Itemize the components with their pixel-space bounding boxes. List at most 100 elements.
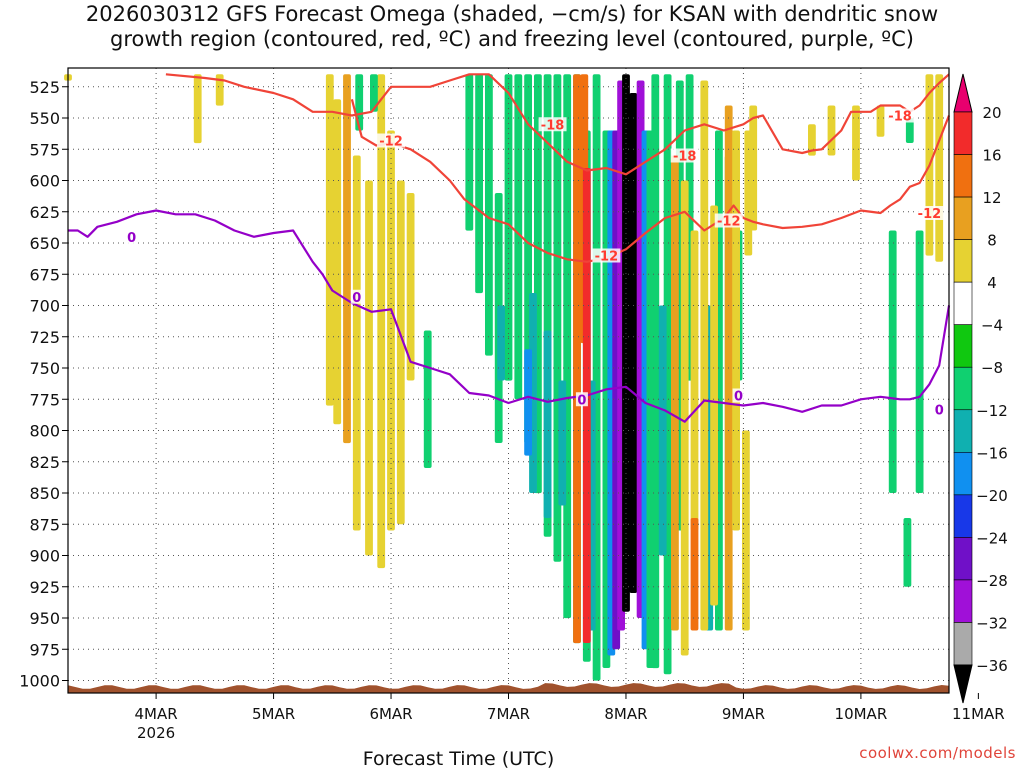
colorbar-swatch-2 [953, 154, 973, 198]
x-tick-label-6: 10MAR [835, 705, 888, 723]
y-tick-label-850: 850 [29, 484, 60, 503]
contour-label-9: 0 [577, 393, 586, 408]
omega-shade-48 [573, 74, 581, 644]
colorbar-label-13: −36 [976, 657, 1008, 675]
contour-label-3: -18 [888, 110, 912, 125]
y-tick-label-950: 950 [29, 609, 60, 628]
omega-shade-25 [563, 74, 572, 619]
omega-shade-73 [852, 105, 860, 181]
terrain-profile [68, 683, 949, 693]
colorbar-label-7: −12 [976, 402, 1008, 420]
omega-shade-15 [465, 74, 474, 231]
contour-label-1: -12 [379, 135, 403, 150]
x-tick-sublabel-0: 2026 [137, 724, 175, 742]
y-tick-label-625: 625 [29, 203, 60, 222]
contour-label-bg-3 [886, 108, 915, 123]
colorbar-swatch-7 [953, 366, 973, 411]
omega-shade-37 [903, 518, 912, 587]
y-tick-label-800: 800 [29, 422, 60, 441]
contour-label-bg-6 [592, 248, 621, 263]
y-tick-label-725: 725 [29, 328, 60, 347]
contour-label-4: -12 [717, 215, 741, 230]
freezing-level-contour [68, 209, 951, 423]
contour-label-10: 0 [734, 390, 743, 405]
contour-label-2: -18 [673, 150, 697, 165]
contour-label-11: 0 [935, 403, 944, 418]
x-tick-label-7: 11MAR [952, 705, 1005, 723]
y-tick-label-650: 650 [29, 234, 60, 253]
colorbar-label-4: 4 [987, 274, 997, 292]
contour-label-bg-0 [538, 117, 567, 132]
y-tick-label-775: 775 [29, 390, 60, 409]
omega-shade-3 [325, 74, 334, 406]
contour-label-bg-2 [670, 148, 699, 163]
colorbar-swatch-6 [953, 324, 973, 368]
y-tick-label-575: 575 [29, 140, 60, 159]
omega-shade-72 [827, 105, 836, 156]
x-tick-label-0: 4MAR [135, 705, 178, 723]
colorbar-label-2: 12 [982, 189, 1001, 207]
colorbar-bottom-arrow [953, 664, 973, 704]
omega-shade-36 [888, 230, 897, 493]
contour-layer: -18 -12 -18 -18 -12 -12 -12 0 0 0 0 0 [68, 73, 951, 423]
dgz-minus12-contour [350, 99, 951, 263]
credit-link[interactable]: coolwx.com/models [859, 744, 1016, 762]
omega-shade-13 [370, 74, 378, 112]
omega-shade-65 [710, 205, 718, 606]
colorbar-swatch-11 [953, 537, 973, 581]
contour-label-bg-1 [377, 133, 406, 148]
y-tick-label-750: 750 [29, 359, 60, 378]
colorbar-top-arrow [953, 73, 973, 113]
colorbar-swatch-12 [953, 579, 973, 623]
omega-shade-14 [423, 330, 432, 468]
omega-shade-10 [396, 180, 405, 525]
contour-label-5: -12 [918, 207, 942, 222]
omega-shade-70 [749, 105, 758, 231]
colorbar-swatch-3 [953, 196, 973, 240]
omega-shade-2 [215, 74, 224, 106]
y-tick-label-550: 550 [29, 109, 60, 128]
y-tick-label-675: 675 [29, 265, 60, 284]
omega-shade-56 [629, 93, 638, 593]
colorbar-label-6: −8 [981, 359, 1003, 377]
omega-shade-68 [742, 430, 750, 631]
omega-shade-47 [524, 349, 532, 456]
omega-shade-6 [352, 155, 361, 531]
omega-shade-71 [808, 124, 816, 156]
omega-shade-45 [658, 305, 667, 556]
contour-label-0: -18 [541, 118, 565, 133]
omega-shade-60 [671, 155, 679, 631]
omega-shade-16 [475, 74, 483, 294]
omega-shade-38 [905, 118, 914, 143]
omega-shade-1 [193, 74, 202, 144]
omega-shade-61 [680, 180, 689, 656]
y-tick-label-900: 900 [29, 547, 60, 566]
colorbar-label-10: −24 [976, 529, 1008, 547]
colorbar-label-8: −16 [976, 444, 1008, 462]
colorbar-swatch-5 [953, 281, 973, 325]
omega-shade-11 [406, 193, 415, 381]
omega-shade-59 [646, 130, 655, 668]
colorbar-swatch-8 [953, 409, 973, 453]
colorbar-label-9: −20 [976, 487, 1008, 505]
contour-label-bg-4 [714, 213, 743, 228]
omega-shade-9 [387, 130, 395, 531]
omega-shade-42 [543, 330, 552, 518]
contour-label-bg-8 [350, 289, 363, 304]
colorbar-label-0: 20 [982, 104, 1001, 122]
colorbar-label-1: 16 [982, 147, 1001, 165]
contour-label-6: -12 [595, 250, 619, 265]
omega-shade-39 [915, 230, 924, 493]
y-tick-label-925: 925 [29, 578, 60, 597]
y-tick-label-600: 600 [29, 172, 60, 191]
y-tick-label-825: 825 [29, 453, 60, 472]
colorbar-swatch-13 [953, 622, 973, 666]
y-tick-label-700: 700 [29, 297, 60, 316]
y-tick-label-875: 875 [29, 515, 60, 534]
colorbar-swatch-1 [953, 111, 973, 155]
axes-layer: 5255505756006256506757007257507758008258… [19, 67, 1005, 768]
omega-shade-64 [700, 80, 709, 631]
colorbar: 20 16 12 8 4 −4 −8 −12 −16 −20 −24 −28 −32 −36 [953, 73, 1008, 704]
colorbar-label-11: −28 [976, 572, 1008, 590]
